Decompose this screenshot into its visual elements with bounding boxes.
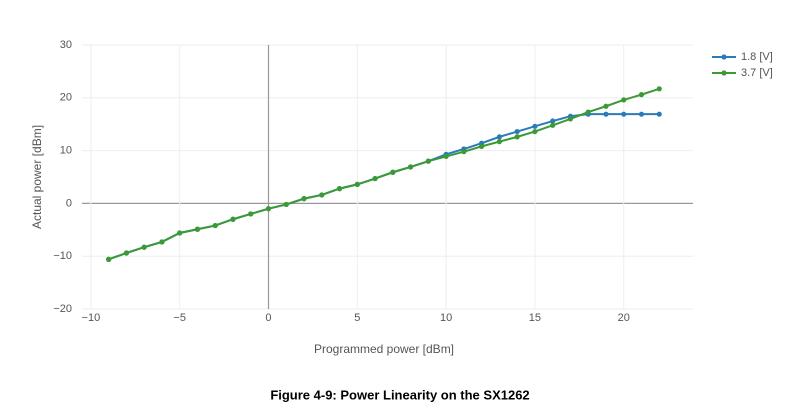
x-tick-label: 20 [618,312,630,324]
point [567,116,574,122]
series-line [108,113,660,261]
point [123,250,130,256]
point [372,175,378,182]
point [354,181,360,187]
point [550,118,556,124]
point [177,230,183,236]
point [621,97,627,103]
point [106,256,112,262]
point [532,123,538,129]
point [479,143,485,149]
legend-marker [721,54,727,60]
x-tick-label: 15 [529,312,541,324]
y-axis-title: Actual power [dBm] [30,125,44,229]
point [159,239,165,245]
legend-marker [721,70,727,76]
point [656,111,662,117]
y-tick-label: 30 [60,39,72,51]
x-tick-label: −10 [82,312,101,324]
point [390,169,396,175]
point [141,244,147,250]
point [585,109,591,115]
x-tick-label: 10 [440,312,452,324]
point [230,216,236,222]
caption: Figure 4-9: Power Linearity on the SX126… [270,387,529,402]
point [550,122,556,128]
point [443,153,449,160]
point [336,186,343,192]
y-tick-label: 20 [60,92,72,104]
point [283,201,289,208]
point [407,164,414,170]
point [603,111,609,117]
x-axis-title: Programmed power [dBm] [314,342,454,356]
legend-label: 1.8 [V] [741,51,773,63]
point [532,128,538,135]
y-tick-label: −20 [53,303,72,315]
point [656,86,662,92]
y-tick-label: 10 [60,145,72,157]
point [496,139,502,145]
point [319,192,325,198]
x-tick-label: 0 [265,312,271,324]
x-tick-label: 5 [354,312,360,324]
x-tick-label: −5 [173,312,186,324]
point [212,222,218,229]
point [461,149,467,155]
point [301,196,307,202]
point [496,134,502,140]
y-tick-label: 0 [66,197,72,209]
point [603,103,609,109]
point [514,128,520,135]
series-line [108,87,660,261]
point [248,211,254,217]
legend-label: 3.7 [V] [741,67,773,79]
point [638,111,645,117]
point [265,206,272,212]
point [514,134,520,140]
point [621,111,627,117]
point [638,92,645,98]
point [425,158,431,164]
y-tick-label: −10 [53,250,72,262]
point [194,226,201,232]
